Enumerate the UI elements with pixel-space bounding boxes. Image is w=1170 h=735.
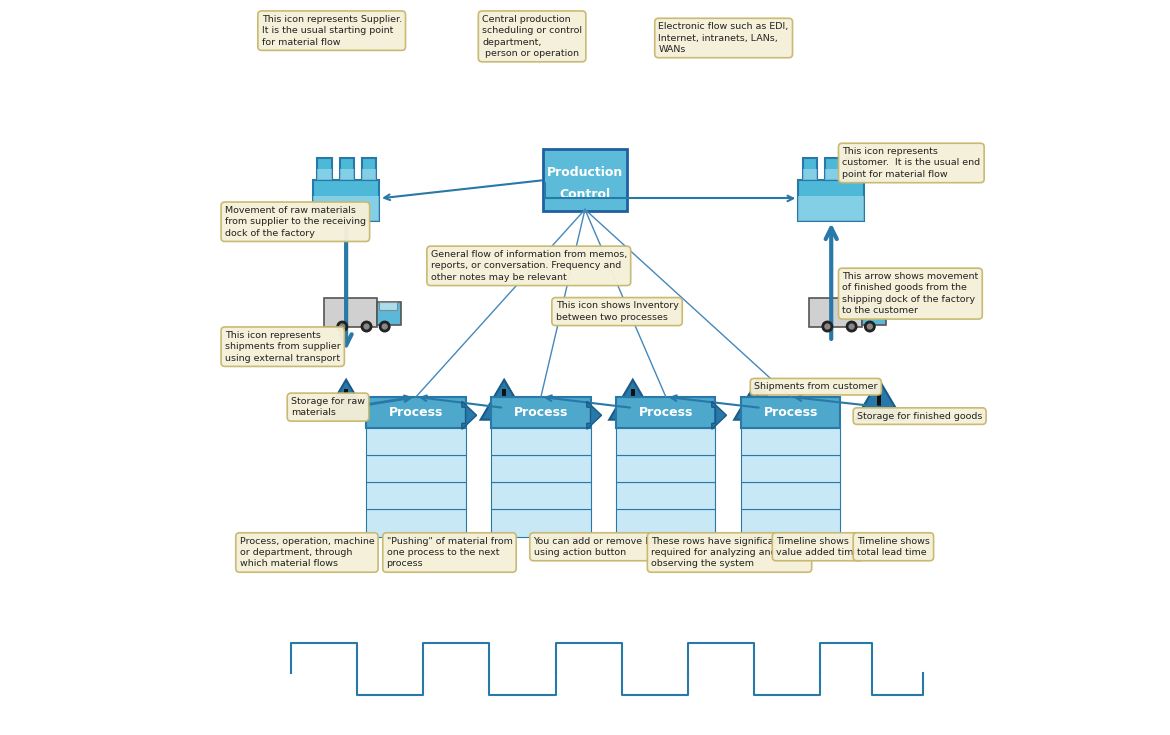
- FancyBboxPatch shape: [339, 158, 355, 180]
- FancyBboxPatch shape: [314, 180, 379, 220]
- Circle shape: [849, 324, 854, 329]
- FancyBboxPatch shape: [543, 148, 627, 212]
- FancyBboxPatch shape: [491, 482, 591, 509]
- Text: Timeline shows
value added time: Timeline shows value added time: [776, 537, 859, 557]
- FancyBboxPatch shape: [862, 302, 886, 325]
- Circle shape: [337, 321, 347, 331]
- Circle shape: [846, 321, 856, 331]
- Polygon shape: [481, 380, 528, 420]
- Text: "Pushing" of material from
one process to the next
process: "Pushing" of material from one process t…: [386, 537, 512, 568]
- FancyBboxPatch shape: [617, 428, 716, 455]
- FancyBboxPatch shape: [314, 196, 379, 220]
- Circle shape: [823, 321, 833, 331]
- FancyBboxPatch shape: [810, 298, 862, 326]
- FancyBboxPatch shape: [756, 389, 759, 406]
- Text: Process: Process: [514, 406, 569, 419]
- Text: This icon represents
shipments from supplier
using external transport: This icon represents shipments from supp…: [225, 331, 340, 362]
- Text: Process: Process: [764, 406, 818, 419]
- Polygon shape: [855, 380, 902, 420]
- FancyBboxPatch shape: [366, 455, 466, 482]
- Text: Movement of raw materials
from supplier to the receiving
dock of the factory: Movement of raw materials from supplier …: [225, 206, 366, 237]
- FancyBboxPatch shape: [362, 169, 377, 180]
- FancyBboxPatch shape: [741, 428, 840, 455]
- Text: Storage for finished goods: Storage for finished goods: [856, 412, 983, 420]
- Text: Control: Control: [559, 188, 611, 201]
- Text: Process, operation, machine
or department, through
which material flows: Process, operation, machine or departmen…: [240, 537, 374, 568]
- Text: Central production
scheduling or control
department,
 person or operation: Central production scheduling or control…: [482, 15, 583, 58]
- FancyArrow shape: [587, 401, 601, 429]
- FancyBboxPatch shape: [366, 482, 466, 509]
- Text: Process: Process: [639, 406, 693, 419]
- FancyBboxPatch shape: [863, 302, 882, 310]
- FancyBboxPatch shape: [339, 169, 355, 180]
- Text: Timeline shows
total lead time: Timeline shows total lead time: [856, 537, 930, 557]
- FancyBboxPatch shape: [741, 455, 840, 482]
- Circle shape: [339, 324, 345, 329]
- Circle shape: [867, 324, 873, 329]
- FancyBboxPatch shape: [317, 158, 332, 180]
- FancyBboxPatch shape: [366, 397, 466, 428]
- Polygon shape: [610, 380, 656, 420]
- Polygon shape: [323, 380, 370, 420]
- FancyBboxPatch shape: [344, 389, 347, 406]
- Text: This icon represents Supplier.
It is the usual starting point
for material flow: This icon represents Supplier. It is the…: [262, 15, 401, 46]
- Text: These rows have significant data
required for analyzing and
observing the system: These rows have significant data require…: [652, 537, 808, 568]
- Text: General flow of information from memos,
reports, or conversation. Frequency and
: General flow of information from memos, …: [431, 250, 627, 282]
- FancyArrow shape: [462, 401, 476, 429]
- FancyBboxPatch shape: [803, 169, 818, 180]
- FancyBboxPatch shape: [617, 509, 716, 537]
- FancyBboxPatch shape: [617, 482, 716, 509]
- Text: Process: Process: [388, 406, 443, 419]
- FancyBboxPatch shape: [377, 302, 401, 325]
- FancyBboxPatch shape: [491, 428, 591, 455]
- Text: Storage for raw
materials: Storage for raw materials: [291, 397, 365, 417]
- FancyBboxPatch shape: [803, 158, 818, 180]
- FancyArrow shape: [711, 401, 727, 429]
- Circle shape: [865, 321, 875, 331]
- Text: You can add or remove Data row
using action button: You can add or remove Data row using act…: [534, 537, 689, 557]
- Circle shape: [379, 321, 390, 331]
- Circle shape: [362, 321, 372, 331]
- FancyBboxPatch shape: [491, 455, 591, 482]
- FancyBboxPatch shape: [379, 302, 397, 310]
- FancyBboxPatch shape: [798, 196, 865, 220]
- FancyBboxPatch shape: [324, 298, 377, 326]
- Text: Electronic flow such as EDI,
Internet, intranets, LANs,
WANs: Electronic flow such as EDI, Internet, i…: [659, 22, 789, 54]
- FancyBboxPatch shape: [617, 455, 716, 482]
- Text: This arrow shows movement
of finished goods from the
shipping dock of the factor: This arrow shows movement of finished go…: [842, 272, 978, 315]
- FancyBboxPatch shape: [847, 169, 861, 180]
- FancyBboxPatch shape: [847, 158, 861, 180]
- FancyBboxPatch shape: [617, 397, 716, 428]
- FancyBboxPatch shape: [317, 169, 332, 180]
- Polygon shape: [735, 380, 782, 420]
- FancyBboxPatch shape: [825, 169, 839, 180]
- FancyBboxPatch shape: [741, 397, 840, 428]
- Text: This icon represents
customer.  It is the usual end
point for material flow: This icon represents customer. It is the…: [842, 147, 980, 179]
- Text: This icon shows Inventory
between two processes: This icon shows Inventory between two pr…: [556, 301, 679, 322]
- FancyBboxPatch shape: [798, 180, 865, 220]
- FancyBboxPatch shape: [366, 428, 466, 455]
- FancyBboxPatch shape: [491, 509, 591, 537]
- Text: Production: Production: [546, 166, 624, 179]
- FancyBboxPatch shape: [366, 509, 466, 537]
- FancyBboxPatch shape: [362, 158, 377, 180]
- FancyBboxPatch shape: [502, 389, 505, 406]
- Circle shape: [364, 324, 369, 329]
- FancyBboxPatch shape: [491, 397, 591, 428]
- Circle shape: [825, 324, 830, 329]
- Circle shape: [383, 324, 387, 329]
- FancyBboxPatch shape: [741, 509, 840, 537]
- FancyBboxPatch shape: [631, 389, 634, 406]
- FancyBboxPatch shape: [825, 158, 839, 180]
- Text: Shipments from customer: Shipments from customer: [753, 382, 878, 391]
- FancyBboxPatch shape: [741, 482, 840, 509]
- FancyBboxPatch shape: [878, 389, 881, 406]
